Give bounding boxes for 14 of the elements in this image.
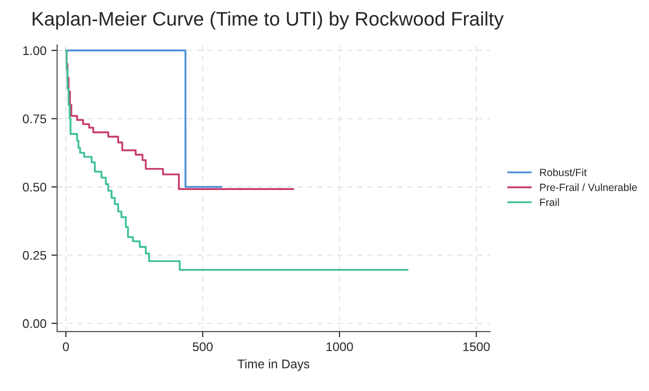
y-tick-label: 1.00	[23, 46, 46, 56]
x-axis-title: Time in Days	[238, 359, 310, 371]
x-tick-label: 500	[192, 342, 213, 352]
y-tick-label: 0.50	[22, 182, 46, 192]
y-tick-label: 0.00	[22, 319, 46, 328]
legend-label: Robust/Fit	[540, 168, 587, 176]
x-tick-label: 1500	[463, 342, 490, 352]
legend-label: Pre-Frail / Vulnerable	[540, 183, 637, 192]
y-tick-label: 0.25	[22, 250, 46, 260]
legend-label: Frail	[540, 198, 559, 206]
chart-title: Kaplan-Meier Curve (Time to UTI) by Rockwood Frailty	[32, 11, 504, 30]
x-tick-label: 0	[62, 342, 69, 352]
x-tick-label: 1000	[326, 342, 353, 352]
y-tick-label: 0.75	[22, 114, 46, 124]
